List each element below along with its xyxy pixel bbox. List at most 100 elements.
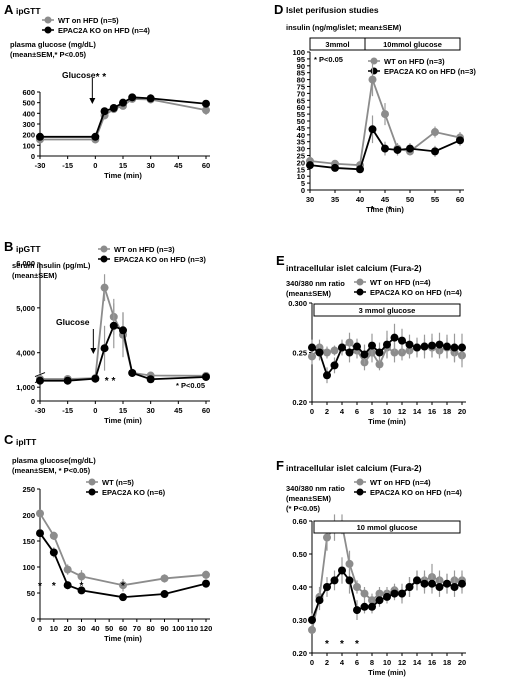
x-tick-label: 55 bbox=[431, 195, 439, 204]
significance-star: * bbox=[355, 639, 359, 650]
data-point bbox=[458, 343, 466, 352]
y-axis-label: (mean±SEM,* P<0.05) bbox=[10, 50, 87, 59]
y-tick-label: 250 bbox=[22, 485, 35, 494]
y-tick-label: 0.60 bbox=[292, 517, 307, 526]
data-point bbox=[77, 586, 86, 595]
legend-marker bbox=[370, 57, 378, 65]
y-tick-label: 100 bbox=[22, 563, 35, 572]
legend-marker bbox=[100, 255, 108, 263]
data-point bbox=[91, 132, 100, 141]
data-point bbox=[383, 340, 391, 349]
y-tick-label: 35 bbox=[297, 138, 305, 147]
y-tick-label: 15 bbox=[297, 165, 305, 174]
x-tick-label: 40 bbox=[91, 624, 99, 633]
y-axis-label: (mean±SEM, * P<0.05) bbox=[12, 466, 91, 475]
data-point bbox=[390, 333, 399, 342]
data-point bbox=[331, 163, 339, 172]
axis-break-mark bbox=[34, 372, 46, 378]
y-tick-label: 85 bbox=[297, 69, 305, 78]
significance-star: * bbox=[388, 205, 392, 216]
data-point bbox=[431, 128, 439, 137]
data-point bbox=[202, 570, 210, 579]
y-tick-label: 0.20 bbox=[292, 649, 307, 658]
x-axis-title: Time (min) bbox=[366, 205, 404, 214]
data-point bbox=[100, 107, 109, 116]
x-tick-label: 30 bbox=[146, 406, 154, 415]
data-point bbox=[450, 583, 459, 591]
legend-entry: EPAC2A KO on HFD (n=4) bbox=[370, 488, 462, 497]
x-tick-label: 45 bbox=[174, 161, 182, 170]
panel-label: F bbox=[276, 458, 284, 473]
x-tick-label: 0 bbox=[38, 624, 42, 633]
x-axis-title: Time (min) bbox=[368, 417, 406, 426]
x-tick-label: 18 bbox=[443, 407, 451, 416]
data-point bbox=[345, 559, 354, 568]
data-point bbox=[431, 147, 439, 156]
data-point bbox=[308, 616, 316, 624]
data-point bbox=[368, 341, 376, 350]
significance-star: * bbox=[80, 581, 84, 592]
y-tick-label: 55 bbox=[297, 110, 305, 119]
data-point bbox=[100, 344, 109, 353]
x-axis-title: Time (min) bbox=[368, 668, 406, 677]
x-tick-label: -15 bbox=[62, 406, 73, 415]
legend-entry: WT on HFD (n=4) bbox=[370, 478, 431, 487]
y-tick-label: 45 bbox=[297, 124, 305, 133]
data-point bbox=[420, 579, 429, 588]
x-tick-label: 110 bbox=[186, 624, 198, 633]
data-point bbox=[36, 376, 44, 385]
data-point bbox=[353, 583, 361, 591]
data-point bbox=[330, 346, 339, 355]
y-tick-label: 6,000 bbox=[16, 259, 35, 268]
data-point bbox=[63, 565, 72, 574]
data-point bbox=[435, 583, 444, 591]
data-point bbox=[36, 509, 44, 518]
y-tick-label: 65 bbox=[297, 96, 305, 105]
data-point bbox=[49, 548, 58, 557]
data-point bbox=[458, 579, 466, 588]
data-point bbox=[160, 590, 169, 599]
data-point bbox=[202, 372, 210, 381]
significance-star: * bbox=[121, 581, 125, 592]
data-point bbox=[353, 342, 361, 351]
data-point bbox=[406, 144, 414, 153]
x-tick-label: 10 bbox=[50, 624, 58, 633]
data-point bbox=[413, 576, 421, 585]
condition-3mmol: 3mmol bbox=[325, 40, 349, 49]
data-point bbox=[77, 572, 86, 581]
x-tick-label: -15 bbox=[62, 161, 73, 170]
legend-marker bbox=[88, 488, 96, 496]
data-point bbox=[360, 350, 369, 359]
data-point bbox=[63, 581, 72, 590]
y-axis-label: (mean±SEM) bbox=[12, 271, 57, 280]
data-point bbox=[381, 144, 389, 153]
data-point bbox=[306, 161, 314, 170]
legend-entry: WT (n=5) bbox=[102, 478, 134, 487]
data-point bbox=[119, 581, 127, 590]
y-tick-label: 200 bbox=[22, 131, 35, 140]
x-tick-label: 10 bbox=[383, 407, 391, 416]
legend-entry: EPAC2A KO on HFD (n=3) bbox=[114, 255, 206, 264]
x-tick-label: 0 bbox=[310, 658, 314, 667]
x-tick-label: 90 bbox=[160, 624, 168, 633]
data-point bbox=[435, 340, 444, 349]
y-tick-label: 0 bbox=[31, 152, 35, 161]
data-point bbox=[443, 342, 451, 351]
condition-box bbox=[313, 303, 461, 317]
data-point bbox=[360, 589, 369, 598]
y-axis-label: plasma glucose(mg/dL) bbox=[12, 456, 96, 465]
data-point bbox=[375, 348, 384, 357]
y-tick-label: 0.25 bbox=[292, 349, 307, 358]
x-tick-label: 45 bbox=[381, 195, 389, 204]
x-tick-label: 6 bbox=[355, 658, 359, 667]
y-tick-label: 5 bbox=[301, 179, 305, 188]
y-axis-label: plasma glucose (mg/dL) bbox=[10, 40, 96, 49]
y-tick-label: 60 bbox=[297, 103, 305, 112]
legend-marker bbox=[356, 278, 364, 286]
data-point bbox=[128, 93, 137, 102]
data-point bbox=[36, 529, 44, 538]
data-point bbox=[308, 343, 316, 352]
data-point bbox=[49, 531, 58, 540]
data-point bbox=[63, 376, 72, 385]
y-tick-label: 70 bbox=[297, 89, 305, 98]
